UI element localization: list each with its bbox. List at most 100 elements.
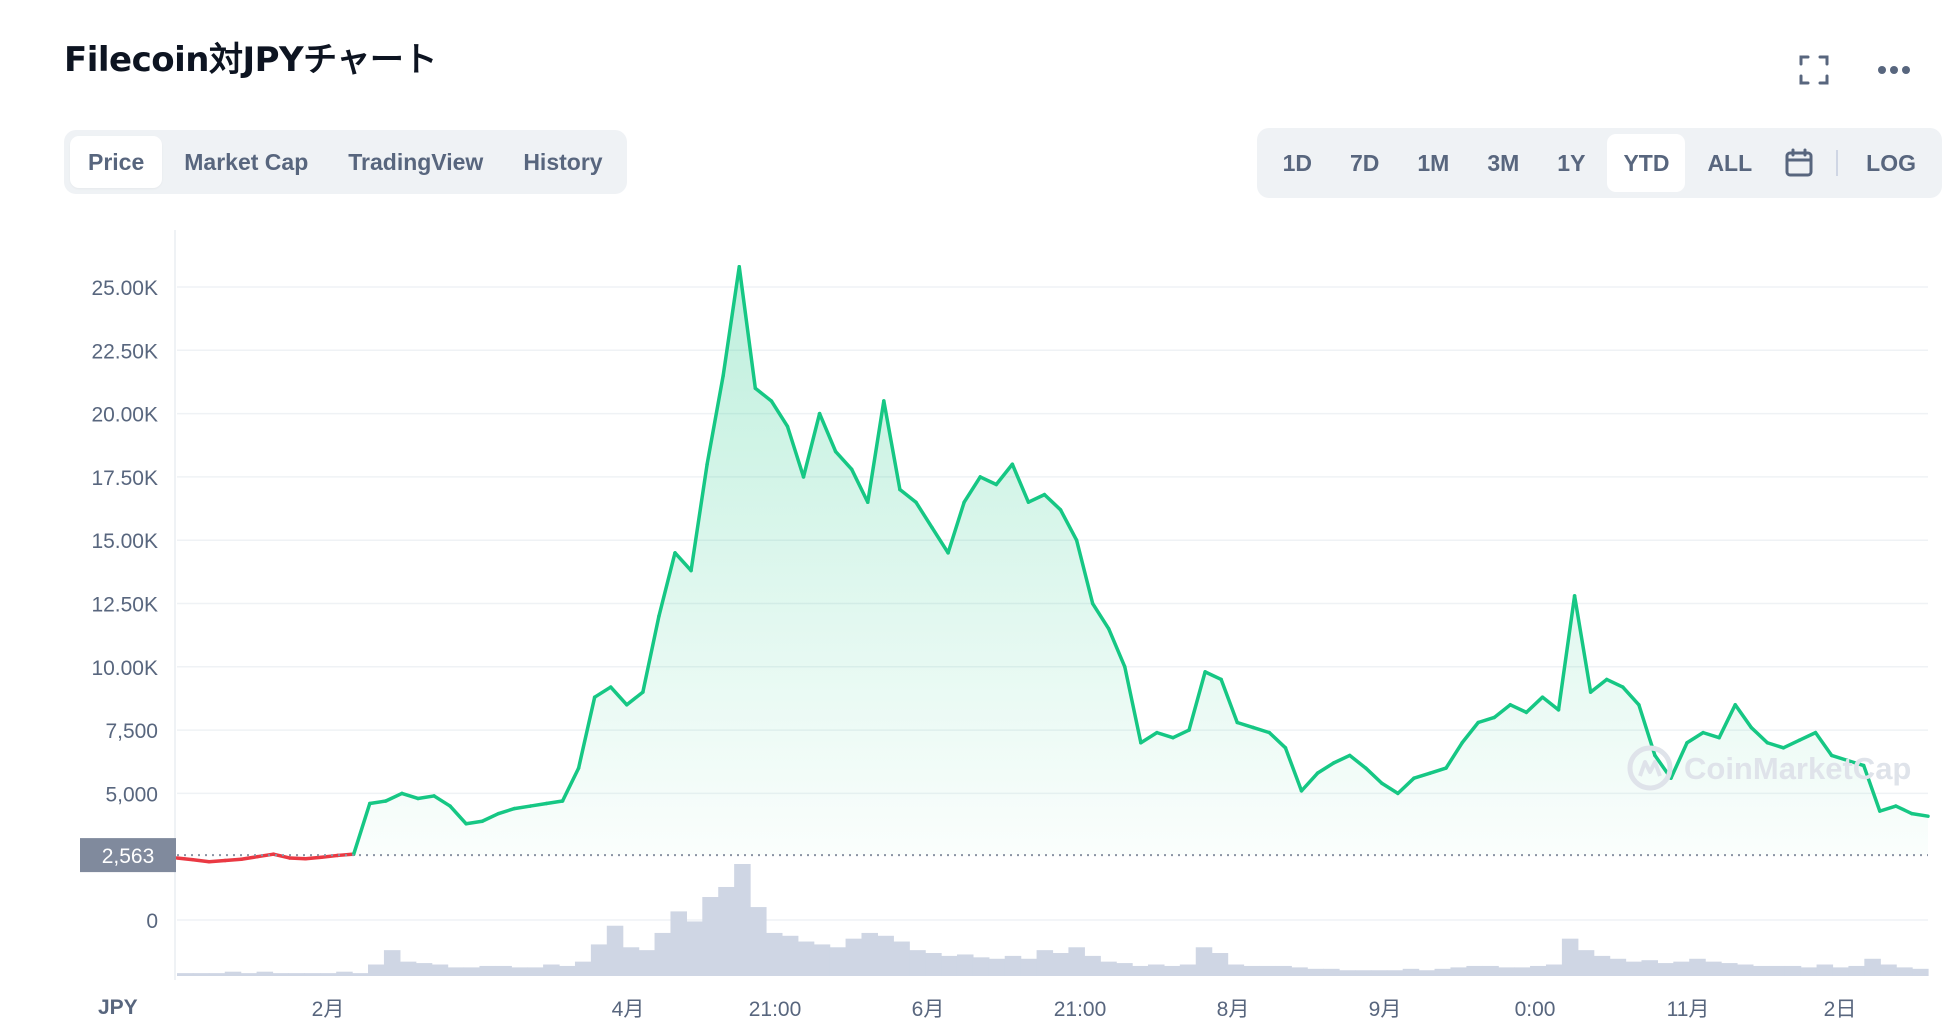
more-icon[interactable] bbox=[1876, 52, 1912, 88]
volume-bar bbox=[1116, 963, 1133, 976]
price-line-segment bbox=[1878, 804, 1898, 813]
volume-bar bbox=[1593, 955, 1611, 976]
tab-price[interactable]: Price bbox=[70, 136, 163, 188]
price-line-segment bbox=[368, 799, 388, 806]
volume-bar bbox=[1323, 968, 1340, 976]
volume-bar bbox=[702, 897, 719, 976]
volume-bar bbox=[336, 971, 353, 976]
price-line-segment bbox=[1524, 695, 1545, 715]
price-line-segment bbox=[560, 766, 581, 803]
fullscreen-icon[interactable] bbox=[1796, 52, 1832, 88]
price-line-segment bbox=[239, 854, 260, 861]
volume-bar bbox=[479, 965, 496, 976]
price-line-segment bbox=[608, 685, 629, 707]
volume-bar bbox=[543, 964, 560, 976]
y-tick-label: 5,000 bbox=[105, 783, 158, 806]
volume-bar bbox=[431, 964, 449, 976]
volume-bar bbox=[415, 963, 433, 976]
volume-bars bbox=[177, 864, 1929, 976]
price-line-segment bbox=[625, 690, 645, 707]
volume-bar bbox=[192, 973, 210, 976]
price-line-segment bbox=[1042, 492, 1063, 512]
range-ytd[interactable]: YTD bbox=[1607, 134, 1686, 192]
price-line-segment bbox=[1492, 703, 1513, 720]
volume-bar bbox=[590, 944, 608, 976]
volume-bar bbox=[224, 971, 242, 976]
range-1y[interactable]: 1Y bbox=[1557, 150, 1586, 176]
calendar-icon[interactable] bbox=[1774, 134, 1824, 192]
reference-price-label: 2,563 bbox=[102, 845, 155, 868]
volume-bar bbox=[574, 961, 592, 976]
volume-bar bbox=[1211, 953, 1229, 976]
price-line-segment bbox=[1701, 730, 1721, 740]
price-line-segment bbox=[432, 794, 452, 808]
price-line-segment bbox=[287, 856, 308, 861]
volume-bar bbox=[670, 911, 687, 976]
volume-bar bbox=[988, 958, 1006, 976]
y-tick-label: 22.50K bbox=[91, 340, 158, 363]
volume-bar bbox=[1864, 958, 1881, 976]
volume-bar bbox=[288, 973, 305, 976]
price-line-segment bbox=[1090, 601, 1111, 631]
volume-bar bbox=[1577, 950, 1595, 976]
y-tick-label: 17.50K bbox=[91, 467, 158, 490]
tab-market-cap[interactable]: Market Cap bbox=[184, 149, 309, 175]
volume-bar bbox=[1848, 965, 1865, 976]
price-line-segment bbox=[191, 857, 211, 864]
y-tick-label: 7,500 bbox=[105, 720, 158, 743]
volume-bar bbox=[1195, 947, 1213, 976]
volume-bar bbox=[622, 947, 640, 976]
volume-bar bbox=[463, 967, 481, 976]
volume-bar bbox=[1004, 955, 1022, 976]
price-line-segment bbox=[1315, 761, 1336, 775]
range-1d[interactable]: 1D bbox=[1282, 150, 1312, 176]
volume-bar bbox=[368, 964, 385, 976]
volume-bar bbox=[1036, 950, 1054, 976]
tab-tradingview[interactable]: TradingView bbox=[348, 149, 484, 175]
price-line-segment bbox=[303, 855, 324, 861]
volume-bar bbox=[1545, 964, 1563, 976]
price-line-segment bbox=[657, 551, 677, 618]
y-tick-label: 0 bbox=[146, 910, 158, 933]
volume-bar bbox=[1132, 965, 1149, 976]
volume-bar bbox=[606, 925, 624, 976]
volume-bar bbox=[893, 941, 910, 976]
volume-bar bbox=[1736, 964, 1754, 976]
volume-bar bbox=[1912, 968, 1929, 976]
price-line-segment bbox=[673, 551, 693, 573]
volume-bar bbox=[208, 973, 226, 976]
price-line-segment bbox=[769, 399, 790, 429]
price-area-fill bbox=[177, 266, 1928, 856]
range-all[interactable]: ALL bbox=[1707, 150, 1753, 176]
price-line-segment bbox=[1749, 725, 1770, 745]
volume-bar bbox=[352, 973, 369, 976]
price-line-segment bbox=[1171, 728, 1191, 740]
volume-bar bbox=[941, 955, 958, 976]
range-7d[interactable]: 7D bbox=[1349, 150, 1380, 176]
price-line-segment bbox=[1621, 685, 1641, 707]
volume-bar bbox=[1020, 958, 1038, 976]
price-line-segment bbox=[689, 462, 709, 573]
volume-bar bbox=[1641, 960, 1658, 976]
range-1m[interactable]: 1M bbox=[1417, 150, 1450, 176]
volume-bar bbox=[1752, 965, 1770, 976]
price-line-segment bbox=[898, 487, 918, 504]
price-line-segment bbox=[351, 801, 372, 856]
y-tick-label: 12.50K bbox=[91, 594, 158, 617]
price-line-segment bbox=[1331, 753, 1352, 765]
volume-bar bbox=[1498, 967, 1515, 976]
tab-history[interactable]: History bbox=[523, 149, 603, 175]
x-tick-label: 11月 bbox=[1667, 998, 1710, 1021]
volume-bar bbox=[813, 944, 831, 976]
price-line-segment bbox=[1074, 538, 1095, 606]
price-line-segment bbox=[207, 858, 227, 864]
volume-bar bbox=[1466, 965, 1483, 976]
volume-bar bbox=[909, 950, 926, 976]
volume-bar bbox=[1275, 965, 1292, 976]
price-line-segment bbox=[721, 264, 741, 378]
log-scale-toggle[interactable]: LOG bbox=[1866, 150, 1916, 176]
range-3m[interactable]: 3M bbox=[1487, 150, 1520, 176]
price-line-segment bbox=[496, 806, 517, 816]
volume-bar bbox=[527, 967, 544, 976]
